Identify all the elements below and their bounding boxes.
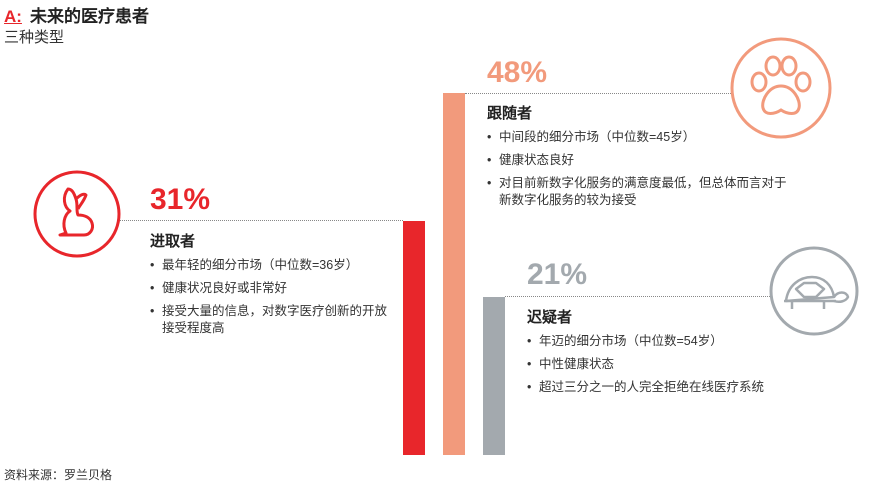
bullet: 中间段的细分市场（中位数=45岁） xyxy=(487,129,787,146)
title-label: A: xyxy=(4,7,22,26)
chart-title: A: 未来的医疗患者 xyxy=(4,2,149,27)
group-followers: 跟随者 中间段的细分市场（中位数=45岁） 健康状态良好 对目前新数字化服务的满… xyxy=(487,102,787,215)
group-name: 进取者 xyxy=(150,233,196,250)
title-text: 未来的医疗患者 xyxy=(29,7,149,26)
pct-label-followers: 48% xyxy=(487,56,548,89)
bullet: 对目前新数字化服务的满意度最低，但总体而言对于新数字化服务的较为接受 xyxy=(487,175,787,209)
group-progressives: 进取者 最年轻的细分市场（中位数=36岁） 健康状况良好或非常好 接受大量的信息… xyxy=(150,230,390,343)
paw-icon xyxy=(730,37,832,139)
turtle-icon xyxy=(769,246,859,336)
leader-line-progressives xyxy=(120,220,403,221)
chart-subtitle: 三种类型 xyxy=(4,29,65,46)
bullet: 健康状态良好 xyxy=(487,152,787,169)
source-note: 资料来源：罗兰贝格 xyxy=(4,468,113,482)
group-name: 跟随者 xyxy=(487,105,533,122)
leader-line-skeptics xyxy=(505,296,770,297)
group-name: 迟疑者 xyxy=(527,309,573,326)
bullet: 最年轻的细分市场（中位数=36岁） xyxy=(150,257,390,274)
group-skeptics: 迟疑者 年迈的细分市场（中位数=54岁） 中性健康状态 超过三分之一的人完全拒绝… xyxy=(527,306,827,402)
pct-label-skeptics: 21% xyxy=(527,258,588,291)
bullet: 健康状况良好或非常好 xyxy=(150,280,390,297)
leader-line-followers xyxy=(465,93,731,94)
bullet: 年迈的细分市场（中位数=54岁） xyxy=(527,333,827,350)
bar-progressives xyxy=(403,221,425,455)
bar-skeptics xyxy=(483,296,505,455)
bullet: 接受大量的信息，对数字医疗创新的开放接受程度高 xyxy=(150,303,390,337)
pct-label-progressives: 31% xyxy=(150,183,211,216)
bullet: 中性健康状态 xyxy=(527,356,827,373)
rabbit-icon xyxy=(33,170,121,258)
bar-followers xyxy=(443,93,465,455)
bullet: 超过三分之一的人完全拒绝在线医疗系统 xyxy=(527,379,827,396)
